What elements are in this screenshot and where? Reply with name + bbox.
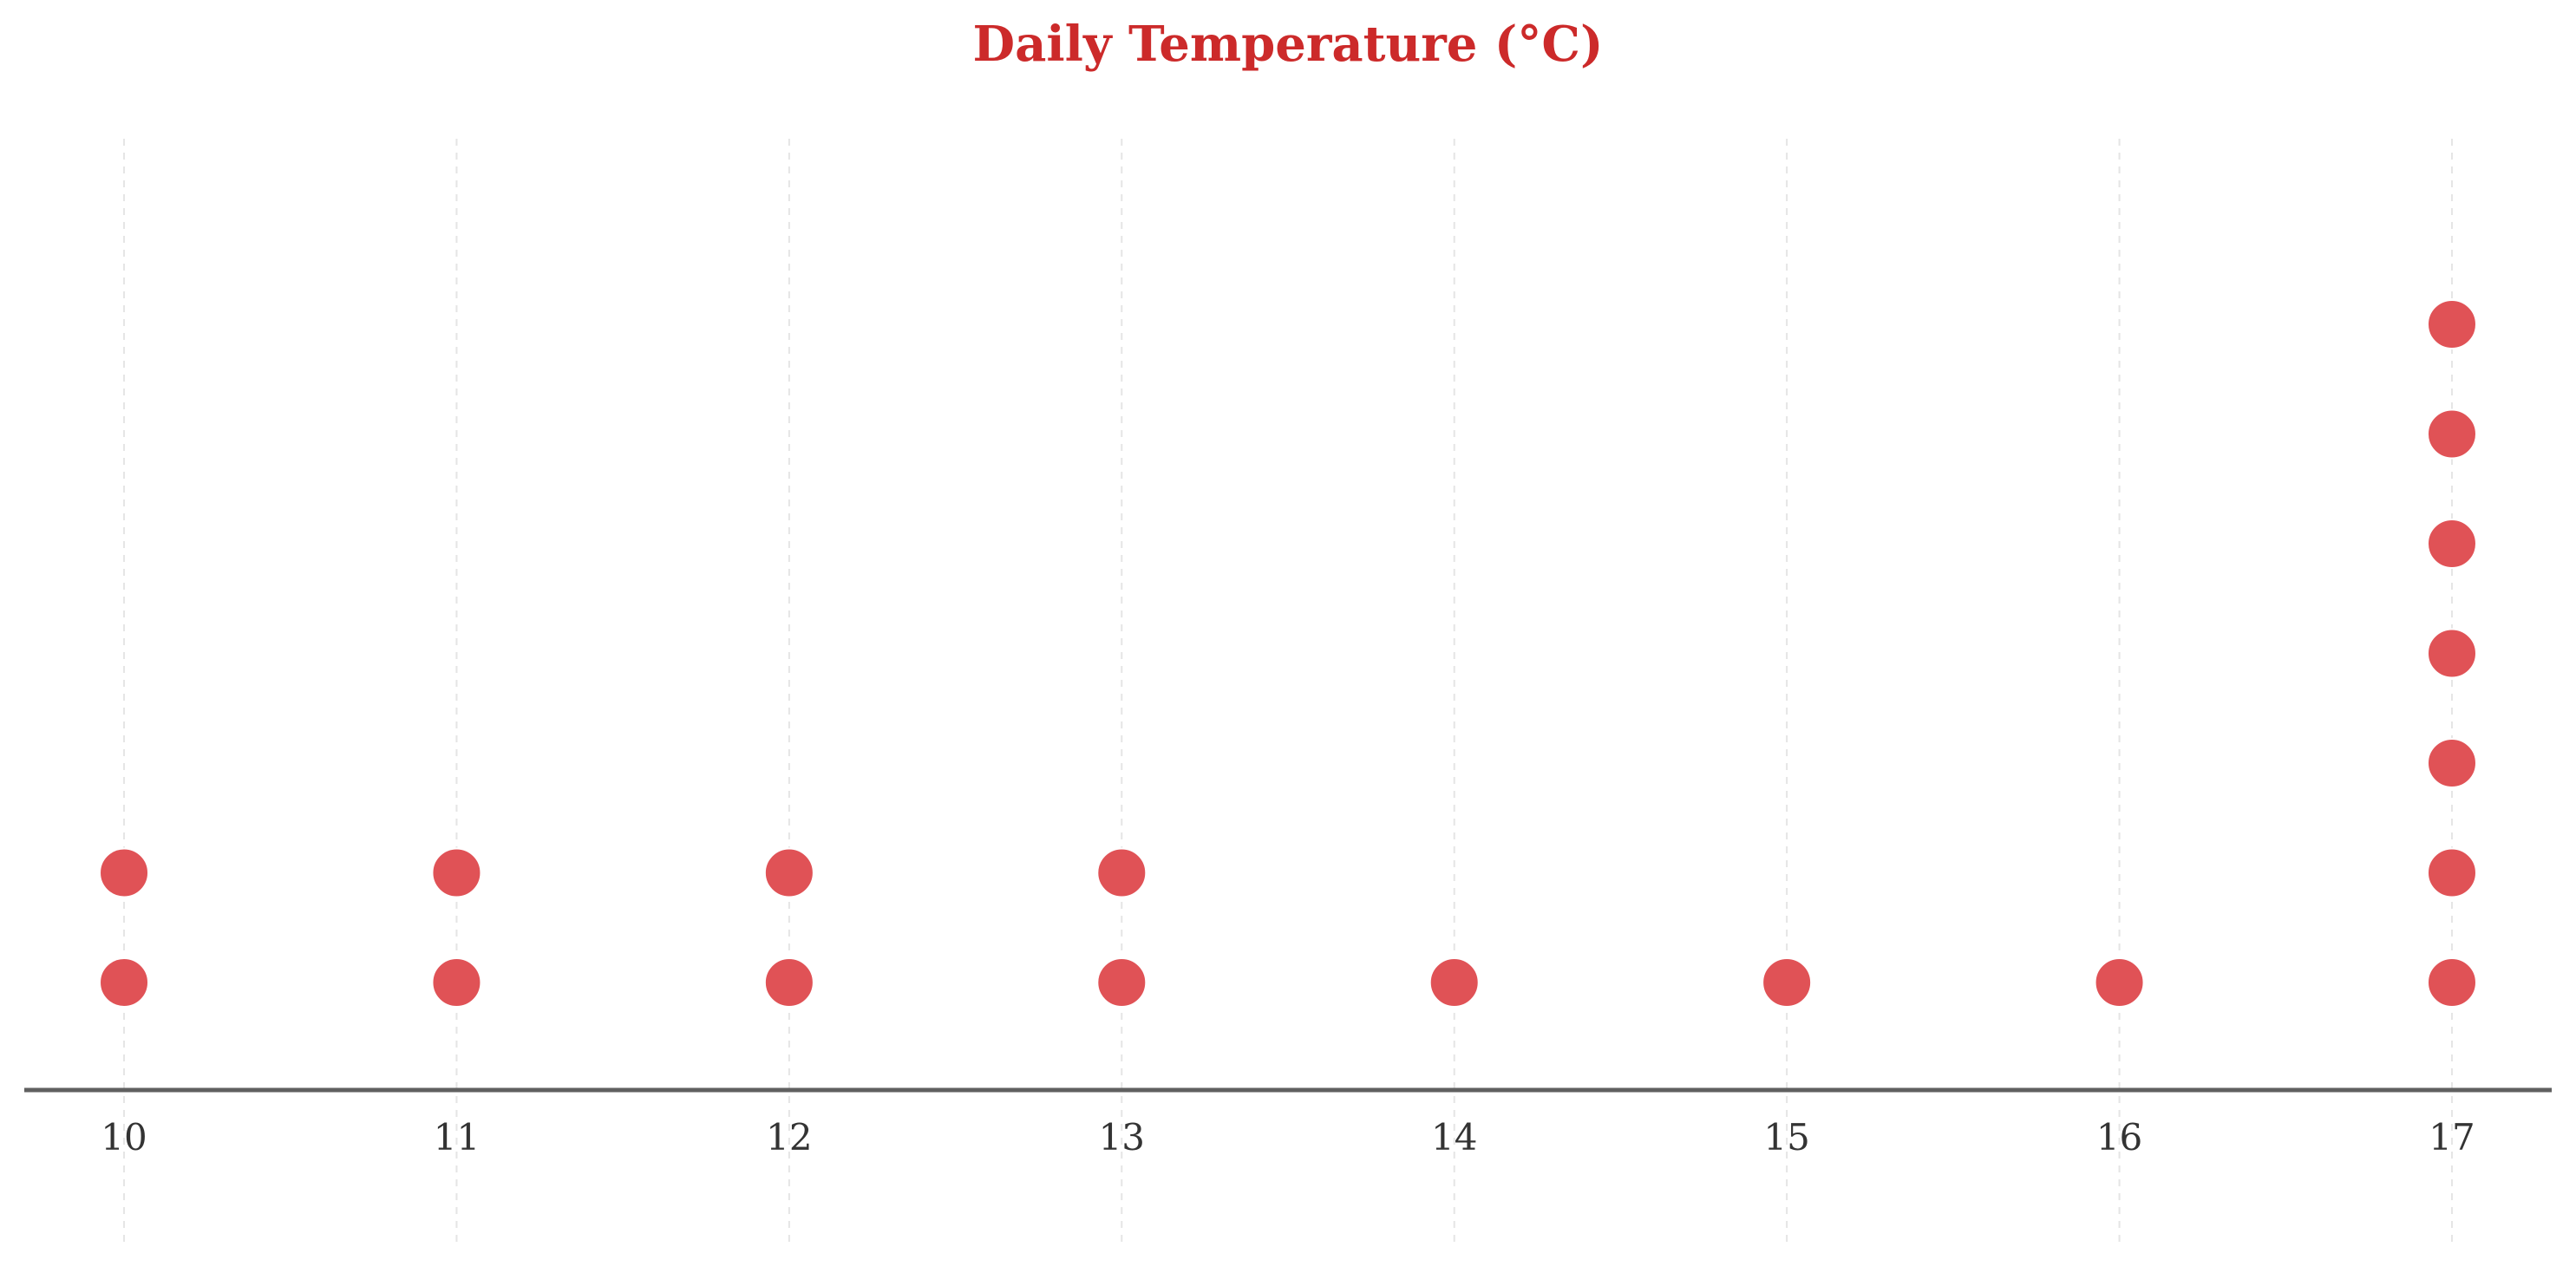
data-point xyxy=(2426,408,2477,460)
data-point xyxy=(2094,957,2145,1008)
data-point xyxy=(2426,738,2477,788)
x-tick-label: 14 xyxy=(1431,1116,1477,1159)
data-point xyxy=(1096,957,1147,1008)
data-point xyxy=(2426,957,2477,1008)
x-tick-label: 16 xyxy=(2096,1116,2142,1159)
data-point xyxy=(1096,847,1147,898)
data-point xyxy=(2426,299,2477,349)
data-point xyxy=(2426,628,2477,679)
data-point xyxy=(763,957,814,1008)
data-point xyxy=(431,957,482,1008)
grid-lines xyxy=(123,139,2453,1249)
data-point xyxy=(2426,847,2477,898)
data-point xyxy=(431,847,482,898)
data-point xyxy=(99,847,150,898)
data-point xyxy=(99,957,150,1008)
x-tick-label: 13 xyxy=(1099,1116,1145,1159)
x-tick-label: 12 xyxy=(766,1116,812,1159)
chart-title: Daily Temperature (°C) xyxy=(973,16,1604,73)
data-point xyxy=(1762,957,1813,1008)
x-tick-label: 10 xyxy=(101,1116,147,1159)
data-point xyxy=(2426,519,2477,569)
x-tick-label: 17 xyxy=(2429,1116,2475,1159)
data-points xyxy=(99,299,2477,1008)
x-tick-label: 11 xyxy=(434,1116,480,1159)
x-tick-labels: 10 11 12 13 14 15 16 17 xyxy=(101,1116,2475,1159)
x-tick-label: 15 xyxy=(1763,1116,1809,1159)
data-point xyxy=(1429,957,1480,1008)
data-point xyxy=(763,847,814,898)
